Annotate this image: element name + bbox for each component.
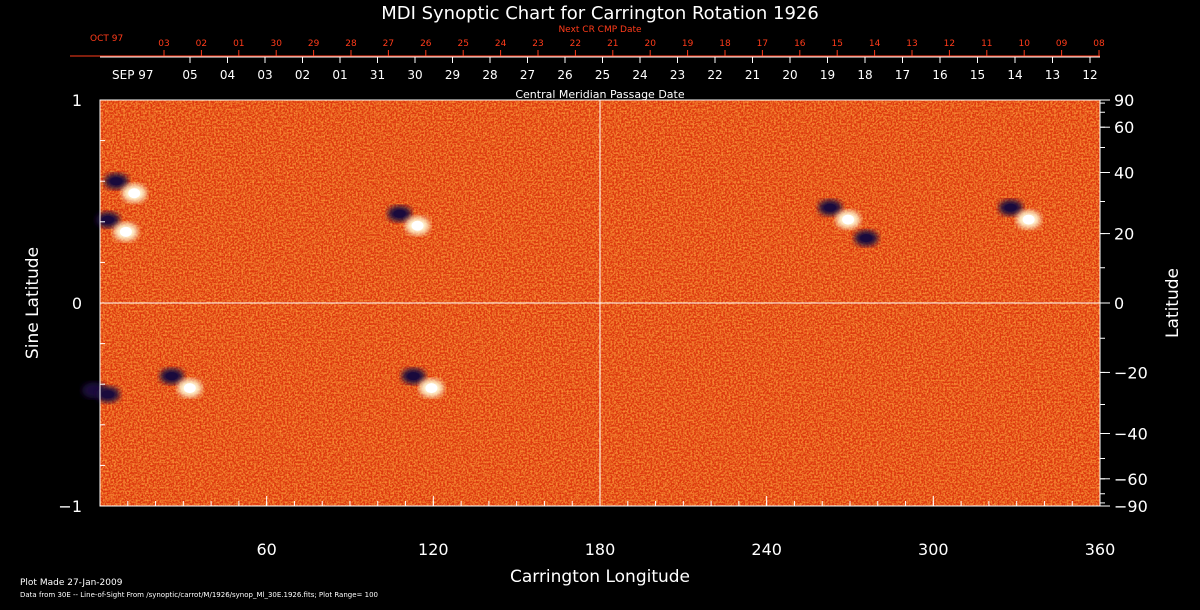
- cmp-date-label-20: 16: [932, 68, 947, 82]
- region-positive-core-0: [128, 188, 141, 199]
- region-negative-core-2: [393, 209, 406, 218]
- region-negative-core-1: [101, 215, 114, 224]
- y-left-tick-label-2: −1: [58, 497, 82, 516]
- y-right-tick-label-0: 90: [1114, 91, 1134, 110]
- cmp-date-label-1: 04: [220, 68, 235, 82]
- next-date-label-17: 16: [794, 39, 806, 49]
- y-right-tick-label-2: 40: [1114, 164, 1134, 183]
- next-date-label-25: 08: [1093, 39, 1105, 49]
- next-date-label-16: 17: [757, 39, 768, 49]
- next-date-label-18: 15: [831, 39, 842, 49]
- next-date-label-6: 27: [383, 39, 394, 49]
- active-regions: [82, 173, 1041, 403]
- data-source-note: Data from 30E -- Line-of-Sight From /syn…: [20, 591, 378, 599]
- next-date-label-22: 11: [981, 39, 992, 49]
- next-date-label-11: 22: [570, 39, 581, 49]
- region-negative-core-7: [860, 234, 873, 243]
- cmp-date-label-11: 25: [595, 68, 610, 82]
- x-tick-label-2: 180: [585, 540, 616, 559]
- cmp-date-label-5: 31: [370, 68, 385, 82]
- next-date-label-12: 21: [607, 39, 618, 49]
- next-date-label-10: 23: [532, 39, 543, 49]
- next-date-label-9: 24: [495, 39, 507, 49]
- cmp-date-label-2: 03: [257, 68, 272, 82]
- region-negative-core-3: [165, 372, 178, 381]
- next-date-label-20: 13: [906, 39, 917, 49]
- cmp-date-label-16: 20: [782, 68, 797, 82]
- grid-lines: [100, 100, 1100, 506]
- y-right-tick-label-4: 0: [1114, 294, 1124, 313]
- cmp-date-label-9: 27: [520, 68, 535, 82]
- x-tick-label-1: 120: [418, 540, 449, 559]
- cmp-date-label-7: 29: [445, 68, 460, 82]
- cmp-date-label-0: 05: [182, 68, 197, 82]
- y-right-tick-label-6: −40: [1114, 424, 1148, 443]
- axis-ticks: 60 120 180 240 300 36010−1906040200−20−40−60−…: [58, 39, 1147, 559]
- next-cr-label: Next CR CMP Date: [558, 25, 642, 35]
- next-date-label-0: 03: [158, 39, 169, 49]
- next-date-label-24: 09: [1056, 39, 1068, 49]
- cmp-date-label-8: 28: [482, 68, 497, 82]
- y-left-tick-label-1: 0: [72, 294, 82, 313]
- y-right-tick-label-1: 60: [1114, 118, 1134, 137]
- region-negative-core-6: [1004, 203, 1017, 212]
- next-date-label-3: 30: [270, 39, 282, 49]
- cmp-date-label-13: 23: [670, 68, 685, 82]
- next-date-label-2: 01: [233, 39, 244, 49]
- x-tick-label-3: 240: [751, 540, 782, 559]
- chart-title: MDI Synoptic Chart for Carrington Rotati…: [381, 3, 819, 24]
- next-date-label-8: 25: [457, 39, 468, 49]
- y-right-tick-label-3: 20: [1114, 225, 1134, 244]
- next-date-label-4: 29: [308, 39, 320, 49]
- cmp-date-label-12: 24: [632, 68, 647, 82]
- y-axis-label-left: Sine Latitude: [23, 247, 43, 359]
- cmp-month-label: SEP 97: [112, 68, 154, 82]
- next-date-label-7: 26: [420, 39, 432, 49]
- cmp-date-label-23: 13: [1045, 68, 1060, 82]
- cmp-date-label-15: 21: [745, 68, 760, 82]
- cmp-date-label-21: 15: [970, 68, 985, 82]
- next-date-label-14: 19: [682, 39, 694, 49]
- next-date-label-13: 20: [644, 39, 656, 49]
- plot-made-note: Plot Made 27-Jan-2009: [20, 578, 123, 588]
- y-right-tick-label-5: −20: [1114, 363, 1148, 382]
- next-month-label: OCT 97: [90, 34, 123, 44]
- region-positive-core-2: [411, 220, 424, 231]
- next-date-label-1: 02: [196, 39, 207, 49]
- cmp-date-label-19: 17: [895, 68, 910, 82]
- next-date-label-19: 14: [869, 39, 881, 49]
- y-right-tick-label-8: −90: [1114, 497, 1148, 516]
- y-axis-label-right: Latitude: [1163, 268, 1183, 338]
- cmp-date-label-22: 14: [1007, 68, 1022, 82]
- x-tick-label-5: 360: [1085, 540, 1116, 559]
- region-negative-core-9: [101, 390, 114, 399]
- x-tick-label-0: 60: [256, 540, 276, 559]
- cmp-date-label-18: 18: [857, 68, 872, 82]
- next-date-label-5: 28: [345, 39, 357, 49]
- y-left-tick-label-0: 1: [72, 91, 82, 110]
- region-negative-core-5: [824, 203, 837, 212]
- region-positive-core-4: [425, 383, 438, 394]
- region-negative-core-0: [110, 177, 123, 186]
- region-negative-core-4: [407, 372, 420, 381]
- cmp-date-label-14: 22: [707, 68, 722, 82]
- y-right-tick-label-7: −60: [1114, 470, 1148, 489]
- cmp-date-label-10: 26: [557, 68, 572, 82]
- next-date-label-21: 12: [944, 39, 955, 49]
- cmp-date-label-6: 30: [407, 68, 422, 82]
- next-date-label-23: 10: [1018, 39, 1030, 49]
- cmp-axis-label: Central Meridian Passage Date: [515, 88, 684, 101]
- region-positive-core-1: [119, 226, 132, 237]
- cmp-date-label-4: 01: [332, 68, 347, 82]
- region-positive-core-6: [1022, 214, 1035, 225]
- x-tick-label-4: 300: [918, 540, 949, 559]
- next-date-label-15: 18: [719, 39, 731, 49]
- region-positive-core-5: [842, 214, 855, 225]
- region-positive-core-3: [183, 383, 196, 394]
- cmp-date-label-17: 19: [820, 68, 835, 82]
- x-axis-label: Carrington Longitude: [510, 567, 690, 587]
- cmp-date-label-24: 12: [1082, 68, 1097, 82]
- cmp-date-label-3: 02: [295, 68, 310, 82]
